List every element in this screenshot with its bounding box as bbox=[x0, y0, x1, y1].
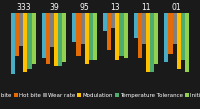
Bar bbox=[181, 13, 185, 60]
Bar bbox=[81, 13, 85, 44]
Bar bbox=[93, 13, 97, 60]
Bar bbox=[154, 13, 158, 64]
Bar bbox=[119, 13, 124, 56]
Bar bbox=[185, 13, 189, 72]
Bar bbox=[27, 13, 32, 69]
Bar bbox=[164, 13, 168, 62]
Bar bbox=[103, 13, 107, 31]
Bar bbox=[89, 13, 93, 60]
Legend: Cold bite, Hot bite, Wear rate, Modulation, Temperature Tolerance, Initial bite: Cold bite, Hot bite, Wear rate, Modulati… bbox=[0, 92, 200, 99]
Bar bbox=[23, 13, 27, 72]
Bar bbox=[42, 13, 46, 58]
Bar bbox=[32, 13, 36, 64]
Bar bbox=[111, 13, 115, 28]
Bar bbox=[177, 13, 181, 69]
Bar bbox=[146, 13, 150, 72]
Bar bbox=[173, 13, 177, 44]
Bar bbox=[138, 13, 142, 58]
Bar bbox=[58, 13, 62, 66]
Bar bbox=[11, 13, 15, 74]
Bar bbox=[134, 13, 138, 38]
Bar bbox=[62, 13, 66, 62]
Bar bbox=[46, 13, 50, 64]
Bar bbox=[72, 13, 76, 42]
Bar bbox=[168, 13, 173, 54]
Bar bbox=[124, 13, 128, 58]
Bar bbox=[150, 13, 154, 72]
Bar bbox=[15, 13, 19, 56]
Bar bbox=[85, 13, 89, 64]
Bar bbox=[50, 13, 54, 47]
Bar bbox=[107, 13, 111, 50]
Bar bbox=[76, 13, 81, 56]
Bar bbox=[54, 13, 58, 66]
Bar bbox=[19, 13, 23, 46]
Bar bbox=[142, 13, 146, 44]
Bar bbox=[115, 13, 119, 60]
